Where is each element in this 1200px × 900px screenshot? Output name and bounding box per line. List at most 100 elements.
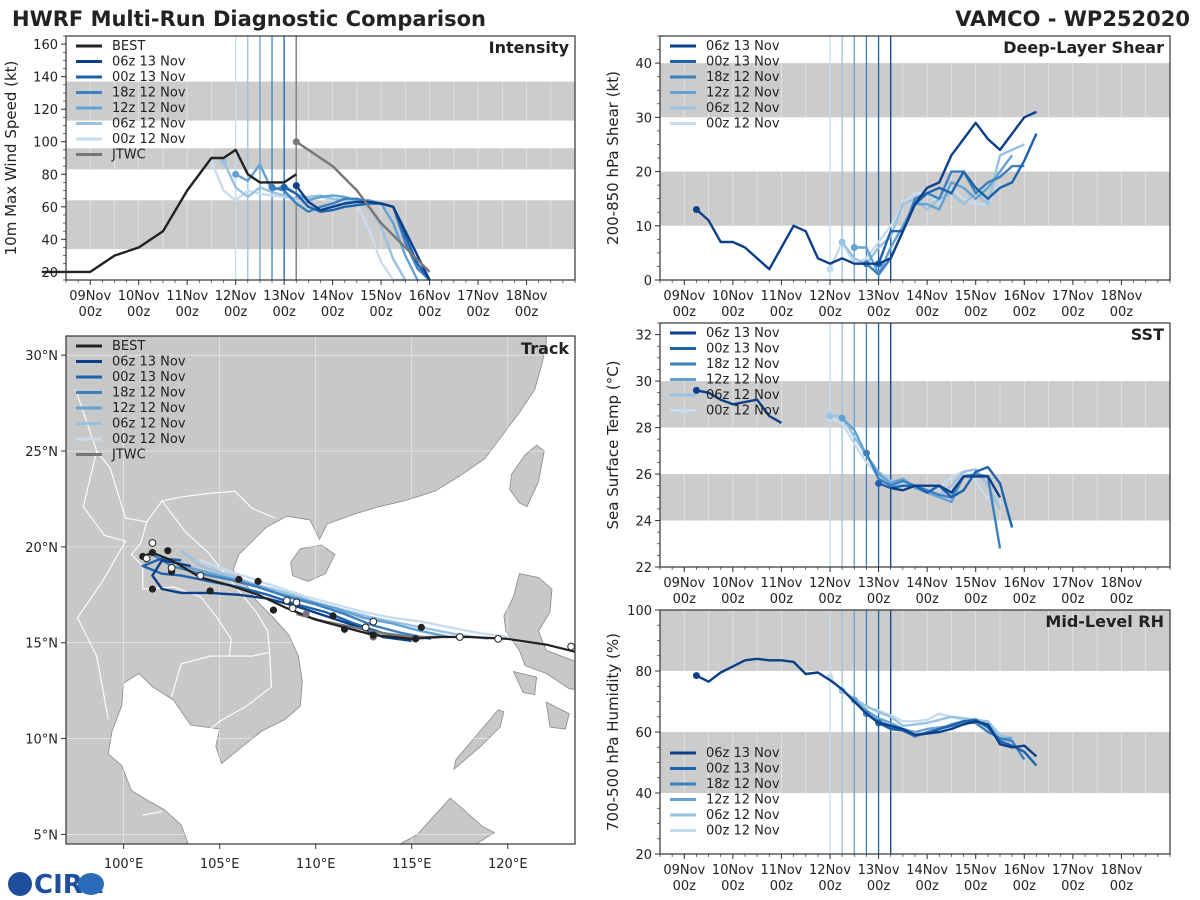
rh-ylabel: 700-500 hPa Humidity (%) (604, 633, 622, 831)
intensity-xtick-day: 12Nov (215, 289, 257, 304)
track-marker-best (340, 625, 349, 633)
legend-label-best: BEST (112, 339, 145, 354)
intensity-band-0 (66, 200, 575, 250)
cira-logo-globe (8, 872, 32, 896)
intensity-band-2 (66, 81, 575, 121)
track-xtick-label: 110°E (296, 857, 336, 872)
sst-init-marker-00z-13-nov (875, 479, 883, 487)
intensity-xtick-hour: 00z (321, 305, 345, 320)
sst-ytick-label: 30 (635, 375, 652, 390)
shear-ytick-label: 0 (644, 274, 652, 289)
cira-logo: CIRA (8, 870, 104, 900)
track-map (66, 336, 575, 844)
rh-xtick-day: 17Nov (1052, 863, 1094, 878)
legend-label-12z-12-nov: 12z 12 Nov (706, 86, 780, 101)
legend-label-00z-13-nov: 00z 13 Nov (706, 762, 780, 777)
intensity-init-marker-06z-13-nov (292, 182, 300, 190)
intensity-ytick-label: 20 (41, 266, 58, 281)
legend-label-12z-12-nov: 12z 12 Nov (112, 401, 186, 416)
sst-ytick-label: 22 (635, 561, 652, 576)
rh-xtick-day: 09Nov (663, 863, 705, 878)
shear-init-marker-00z-12-nov (826, 265, 834, 273)
shear-title: Deep-Layer Shear (1003, 38, 1164, 57)
track-marker-best (411, 635, 420, 643)
legend-label-06z-12-nov: 06z 12 Nov (112, 417, 186, 432)
rh-init-marker-06z-13-nov (692, 672, 700, 680)
shear-ytick-label: 10 (635, 220, 652, 235)
rh-ytick-label: 80 (635, 665, 652, 680)
mindanao-west (574, 766, 575, 844)
intensity-panel: 2040608010012014016009Nov00z10Nov00z11No… (2, 35, 576, 320)
track-marker-best (164, 547, 172, 555)
sst-xtick-hour: 00z (1061, 592, 1085, 607)
intensity-xtick-day: 16Nov (409, 289, 451, 304)
intensity-xtick-hour: 00z (369, 305, 393, 320)
sst-xtick-hour: 00z (1110, 592, 1134, 607)
shear-xtick-day: 11Nov (760, 289, 802, 304)
shear-xtick-day: 12Nov (809, 289, 851, 304)
rh-ytick-label: 100 (627, 604, 652, 619)
palawan-island (453, 709, 505, 771)
intensity-series-best (41, 148, 297, 274)
sst-xtick-day: 09Nov (663, 576, 705, 591)
sst-xtick-hour: 00z (818, 592, 842, 607)
rh-xtick-hour: 00z (673, 879, 697, 894)
intensity-xtick-day: 10Nov (118, 289, 160, 304)
sst-xtick-hour: 00z (770, 592, 794, 607)
rh-xtick-day: 12Nov (809, 863, 851, 878)
track-marker-best (254, 577, 262, 585)
shear-xtick-hour: 00z (721, 305, 745, 320)
shear-xtick-day: 14Nov (906, 289, 948, 304)
track-ytick-label: 20°N (25, 541, 58, 556)
track-frame (65, 335, 576, 845)
track-series-12z-12-nov (171, 559, 451, 639)
intensity-xtick-day: 14Nov (312, 289, 354, 304)
legend-label-00z-13-nov: 00z 13 Nov (112, 370, 186, 385)
intensity-xtick-hour: 00z (176, 305, 200, 320)
shear-init-marker-06z-12-nov (838, 238, 846, 246)
shear-xtick-hour: 00z (1013, 305, 1037, 320)
shear-ytick-label: 40 (635, 57, 652, 72)
track-marker-forecast (196, 571, 205, 580)
track-marker-best (369, 631, 377, 639)
legend-label-06z-13-nov: 06z 13 Nov (706, 326, 780, 341)
shear-xtick-hour: 00z (673, 305, 697, 320)
intensity-series-00z-13-nov (283, 186, 431, 281)
shear-xtick-hour: 00z (867, 305, 891, 320)
intensity-xtick-day: 13Nov (263, 289, 305, 304)
borneo-island (399, 797, 496, 844)
legend-label-00z-13-nov: 00z 13 Nov (112, 70, 186, 85)
sst-ytick-label: 26 (635, 468, 652, 483)
sst-ytick-label: 24 (635, 515, 652, 530)
rh-ytick-label: 40 (635, 787, 652, 802)
sst-ytick-label: 32 (635, 329, 652, 344)
border-laos-thailand (130, 521, 232, 657)
sst-panel: 22242628303209Nov00z10Nov00z11Nov00z12No… (604, 322, 1171, 607)
shear-xtick-hour: 00z (915, 305, 939, 320)
intensity-ytick-label: 160 (33, 38, 58, 53)
track-title: Track (521, 339, 569, 358)
track-ytick-label: 10°N (25, 733, 58, 748)
track-marker-forecast (567, 642, 575, 651)
rh-xtick-day: 15Nov (955, 863, 997, 878)
legend-label-06z-13-nov: 06z 13 Nov (112, 355, 186, 370)
rh-series-06z-13-nov (695, 657, 1038, 758)
intensity-ytick-label: 60 (41, 201, 58, 216)
mindoro-island (512, 670, 538, 695)
sst-init-marker-06z-13-nov (692, 386, 700, 394)
hk-island (398, 498, 402, 501)
rh-xtick-hour: 00z (818, 879, 842, 894)
intensity-series-jtwc (295, 140, 431, 273)
sst-xtick-hour: 00z (867, 592, 891, 607)
intensity-xtick-hour: 00z (272, 305, 296, 320)
shear-xtick-hour: 00z (818, 305, 842, 320)
legend-label-12z-12-nov: 12z 12 Nov (706, 373, 780, 388)
rh-xtick-day: 14Nov (906, 863, 948, 878)
intensity-xtick-day: 11Nov (166, 289, 208, 304)
intensity-xtick-hour: 00z (418, 305, 442, 320)
track-xtick-label: 115°E (392, 857, 432, 872)
intensity-ytick-label: 120 (33, 103, 58, 118)
intensity-init-marker-18z-12-nov (268, 183, 276, 191)
sst-band-0 (660, 474, 1170, 521)
intensity-ytick-label: 140 (33, 71, 58, 86)
